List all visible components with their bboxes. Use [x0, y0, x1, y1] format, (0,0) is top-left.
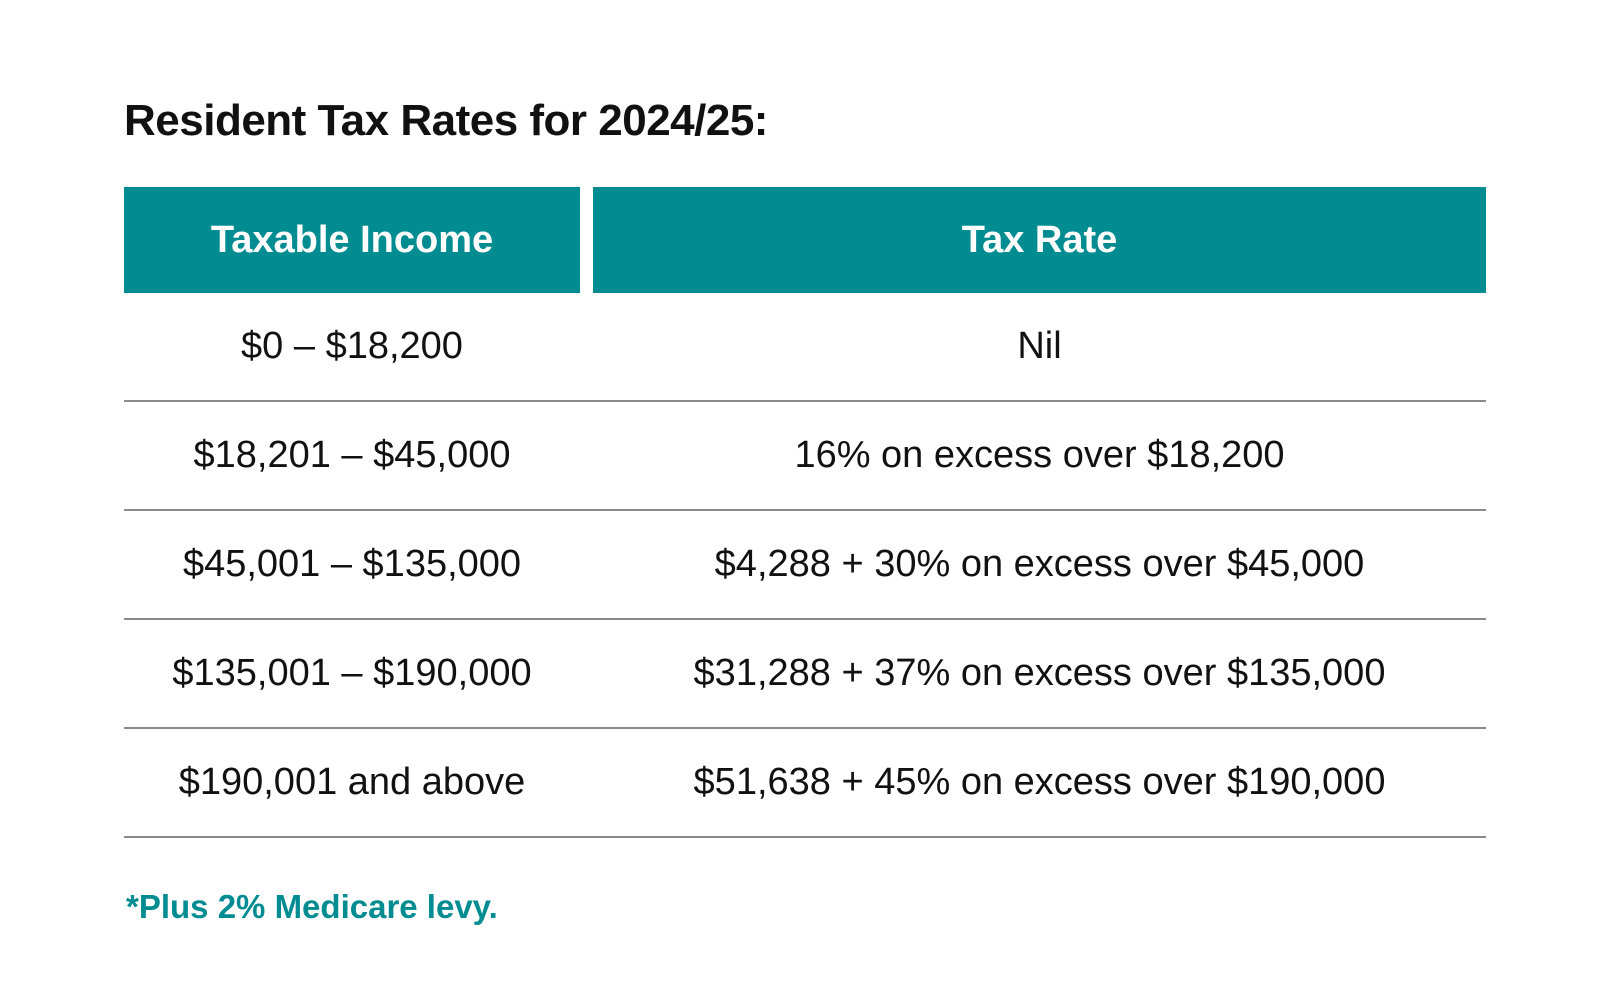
- rate-cell: 16% on excess over $18,200: [794, 434, 1285, 476]
- page-title: Resident Tax Rates for 2024/25:: [124, 96, 768, 145]
- rate-cell: Nil: [1017, 325, 1062, 367]
- rate-cell: $31,288 + 37% on excess over $135,000: [693, 652, 1386, 694]
- rate-cell: $4,288 + 30% on excess over $45,000: [714, 543, 1365, 585]
- header-taxable-income: Taxable Income: [124, 187, 580, 293]
- income-cell: $190,001 and above: [178, 761, 526, 803]
- tax-rates-table: Taxable Income Tax Rate $0 – $18,200 Nil…: [124, 187, 1486, 838]
- table-row: $0 – $18,200 Nil: [124, 293, 1486, 402]
- table-row: $18,201 – $45,000 16% on excess over $18…: [124, 402, 1486, 511]
- table-row: $135,001 – $190,000 $31,288 + 37% on exc…: [124, 620, 1486, 729]
- table-row: $190,001 and above $51,638 + 45% on exce…: [124, 729, 1486, 838]
- income-cell: $45,001 – $135,000: [182, 543, 522, 585]
- header-tax-rate: Tax Rate: [593, 187, 1486, 293]
- table-header-row: Taxable Income Tax Rate: [124, 187, 1486, 293]
- table-row: $45,001 – $135,000 $4,288 + 30% on exces…: [124, 511, 1486, 620]
- rate-cell: $51,638 + 45% on excess over $190,000: [693, 761, 1386, 803]
- medicare-footnote: *Plus 2% Medicare levy.: [126, 888, 498, 925]
- income-cell: $0 – $18,200: [241, 325, 463, 367]
- income-cell: $18,201 – $45,000: [193, 434, 511, 476]
- income-cell: $135,001 – $190,000: [172, 652, 532, 694]
